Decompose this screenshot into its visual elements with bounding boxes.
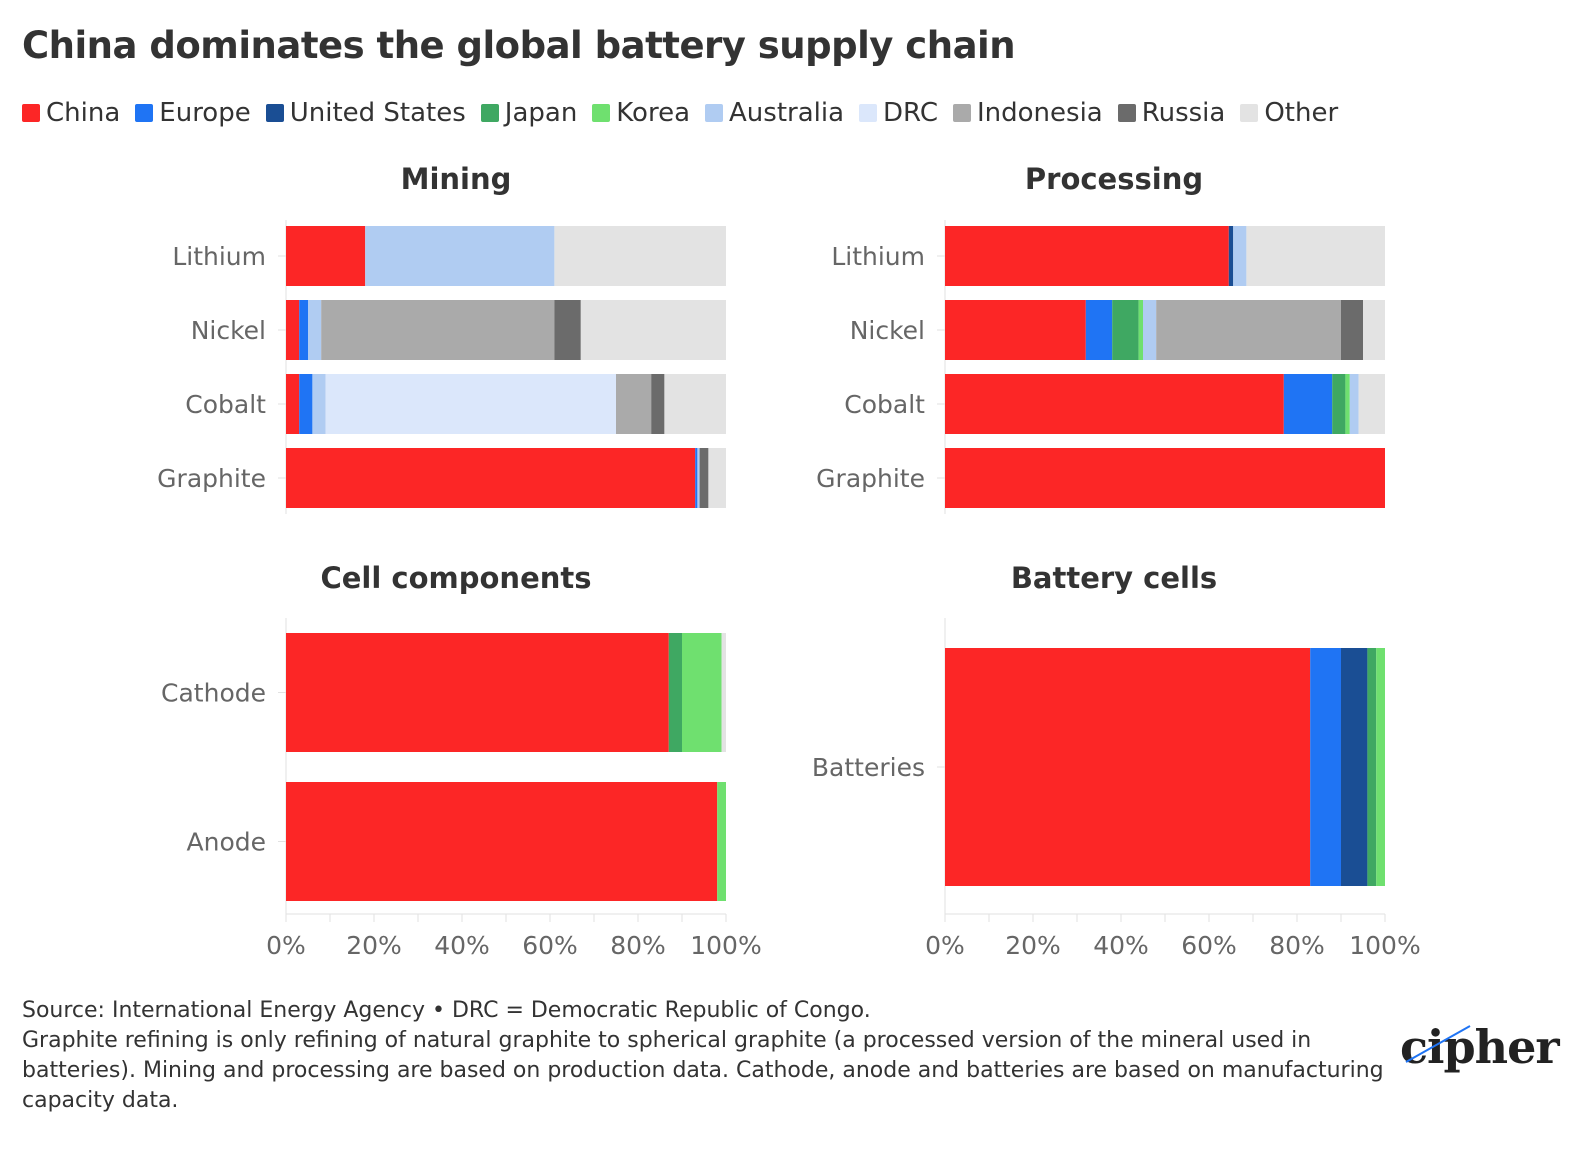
category-label-cobalt: Cobalt xyxy=(185,390,266,419)
category-label-lithium: Lithium xyxy=(831,242,925,271)
category-label-graphite: Graphite xyxy=(816,464,925,493)
bar-cobalt-china xyxy=(945,374,1284,434)
x-tick-label: 100% xyxy=(690,931,761,960)
bar-cobalt-japan xyxy=(1332,374,1345,434)
category-label-graphite: Graphite xyxy=(157,464,266,493)
bar-cobalt-korea xyxy=(1345,374,1349,434)
x-tick-label: 40% xyxy=(1093,931,1149,960)
bar-cobalt-china xyxy=(286,374,299,434)
x-tick-label: 60% xyxy=(1181,931,1237,960)
x-tick-label: 0% xyxy=(266,931,306,960)
bar-cathode-japan xyxy=(669,633,682,752)
charts-svg: Lithium Nickel Cobalt Graphite Lithium Nickel… xyxy=(0,0,1592,990)
category-label-batteries: Batteries xyxy=(812,753,925,782)
x-tick-label: 80% xyxy=(610,931,666,960)
bar-nickel-russia xyxy=(1341,300,1363,360)
bar-batteries-united-states xyxy=(1341,648,1367,886)
bar-anode-korea xyxy=(717,782,726,901)
x-tick-label: 20% xyxy=(346,931,402,960)
bar-batteries-europe xyxy=(1310,648,1341,886)
footer-note: Graphite refining is only refining of na… xyxy=(22,1026,1402,1116)
bar-lithium-united-states xyxy=(1229,226,1233,286)
bar-cobalt-australia xyxy=(1350,374,1359,434)
logo-slash-icon xyxy=(1400,1020,1550,1080)
bar-nickel-australia xyxy=(308,300,321,360)
bar-lithium-other xyxy=(1246,226,1385,286)
x-tick-label: 80% xyxy=(1269,931,1325,960)
x-tick-label: 20% xyxy=(1005,931,1061,960)
bar-lithium-australia xyxy=(1233,226,1246,286)
footer: Source: International Energy Agency • DR… xyxy=(22,996,1402,1116)
bar-cathode-korea xyxy=(682,633,722,752)
cipher-logo: cipher xyxy=(1400,1020,1559,1074)
bar-anode-china xyxy=(286,782,717,901)
bar-lithium-other xyxy=(554,226,726,286)
bar-cobalt-other xyxy=(1359,374,1385,434)
bar-cobalt-russia xyxy=(651,374,664,434)
chart-cell-components: Cathode Anode 0% 20% 40% 60% 80% 100% xyxy=(161,618,762,960)
bar-graphite-europe xyxy=(695,448,697,508)
category-label-lithium: Lithium xyxy=(172,242,266,271)
x-tick-label: 0% xyxy=(925,931,965,960)
chart-processing: Lithium Nickel Cobalt Graphite xyxy=(816,220,1385,514)
bar-graphite-other xyxy=(708,448,726,508)
bar-nickel-europe xyxy=(1086,300,1112,360)
bar-lithium-china xyxy=(945,226,1229,286)
footer-source: Source: International Energy Agency • DR… xyxy=(22,996,1402,1026)
category-label-nickel: Nickel xyxy=(191,316,266,345)
bar-nickel-europe xyxy=(299,300,308,360)
bar-batteries-korea xyxy=(1376,648,1385,886)
bar-nickel-indonesia xyxy=(321,300,554,360)
category-label-anode: Anode xyxy=(187,828,267,857)
bar-nickel-russia xyxy=(554,300,580,360)
bar-batteries-china xyxy=(945,648,1310,886)
x-tick-label: 40% xyxy=(434,931,490,960)
bar-nickel-japan xyxy=(1112,300,1138,360)
x-tick-label: 60% xyxy=(522,931,578,960)
bar-graphite-china xyxy=(945,448,1385,508)
bar-cobalt-australia xyxy=(312,374,325,434)
bar-nickel-other xyxy=(581,300,726,360)
chart-mining: Lithium Nickel Cobalt Graphite xyxy=(157,220,726,514)
bar-cobalt-other xyxy=(664,374,726,434)
bar-batteries-japan xyxy=(1367,648,1376,886)
x-tick-label: 100% xyxy=(1349,931,1420,960)
bar-cobalt-europe xyxy=(1284,374,1332,434)
bar-nickel-other xyxy=(1363,300,1385,360)
bar-graphite-australia xyxy=(697,448,699,508)
bar-graphite-russia xyxy=(700,448,709,508)
bar-nickel-korea xyxy=(1139,300,1143,360)
bar-graphite-china xyxy=(286,448,695,508)
bar-nickel-china xyxy=(286,300,299,360)
bar-lithium-china xyxy=(286,226,365,286)
category-label-nickel: Nickel xyxy=(850,316,925,345)
bar-nickel-china xyxy=(945,300,1086,360)
bar-lithium-australia xyxy=(365,226,554,286)
bar-cobalt-indonesia xyxy=(616,374,651,434)
category-label-cobalt: Cobalt xyxy=(844,390,925,419)
bar-nickel-australia xyxy=(1143,300,1156,360)
bar-cathode-other xyxy=(722,633,726,752)
bar-cobalt-drc xyxy=(326,374,616,434)
bar-cobalt-europe xyxy=(299,374,312,434)
chart-battery-cells: Batteries 0% 20% 40% 60% 80% 100% xyxy=(812,618,1421,960)
category-label-cathode: Cathode xyxy=(161,679,266,708)
bar-nickel-indonesia xyxy=(1156,300,1341,360)
bar-cathode-china xyxy=(286,633,669,752)
